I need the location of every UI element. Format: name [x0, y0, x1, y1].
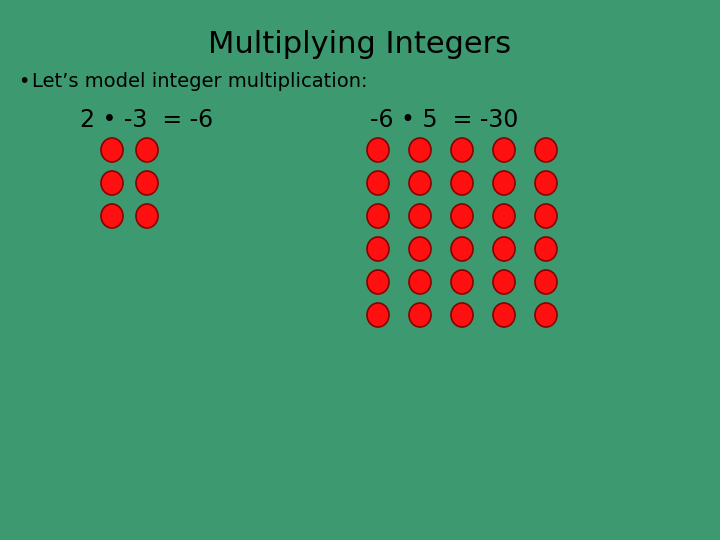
- Ellipse shape: [101, 171, 123, 195]
- Ellipse shape: [409, 138, 431, 162]
- Ellipse shape: [493, 171, 515, 195]
- Ellipse shape: [409, 204, 431, 228]
- Ellipse shape: [535, 171, 557, 195]
- Ellipse shape: [451, 303, 473, 327]
- Ellipse shape: [101, 204, 123, 228]
- Text: -6 • 5  = -30: -6 • 5 = -30: [370, 108, 518, 132]
- Ellipse shape: [136, 138, 158, 162]
- Ellipse shape: [409, 303, 431, 327]
- Ellipse shape: [451, 237, 473, 261]
- Ellipse shape: [101, 138, 123, 162]
- Ellipse shape: [409, 237, 431, 261]
- Ellipse shape: [367, 138, 389, 162]
- Ellipse shape: [493, 204, 515, 228]
- Ellipse shape: [367, 270, 389, 294]
- Ellipse shape: [535, 303, 557, 327]
- Ellipse shape: [535, 204, 557, 228]
- Ellipse shape: [493, 237, 515, 261]
- Ellipse shape: [409, 270, 431, 294]
- Ellipse shape: [451, 204, 473, 228]
- Ellipse shape: [535, 237, 557, 261]
- Ellipse shape: [451, 138, 473, 162]
- Text: 2 • -3  = -6: 2 • -3 = -6: [80, 108, 213, 132]
- Ellipse shape: [367, 303, 389, 327]
- Ellipse shape: [535, 270, 557, 294]
- Text: •: •: [18, 72, 30, 91]
- Ellipse shape: [136, 171, 158, 195]
- Ellipse shape: [493, 270, 515, 294]
- Text: Multiplying Integers: Multiplying Integers: [208, 30, 512, 59]
- Text: Let’s model integer multiplication:: Let’s model integer multiplication:: [32, 72, 367, 91]
- Ellipse shape: [493, 138, 515, 162]
- Ellipse shape: [409, 171, 431, 195]
- Ellipse shape: [367, 171, 389, 195]
- Ellipse shape: [535, 138, 557, 162]
- Ellipse shape: [451, 171, 473, 195]
- Ellipse shape: [451, 270, 473, 294]
- Ellipse shape: [136, 204, 158, 228]
- Ellipse shape: [493, 303, 515, 327]
- Ellipse shape: [367, 204, 389, 228]
- Ellipse shape: [367, 237, 389, 261]
